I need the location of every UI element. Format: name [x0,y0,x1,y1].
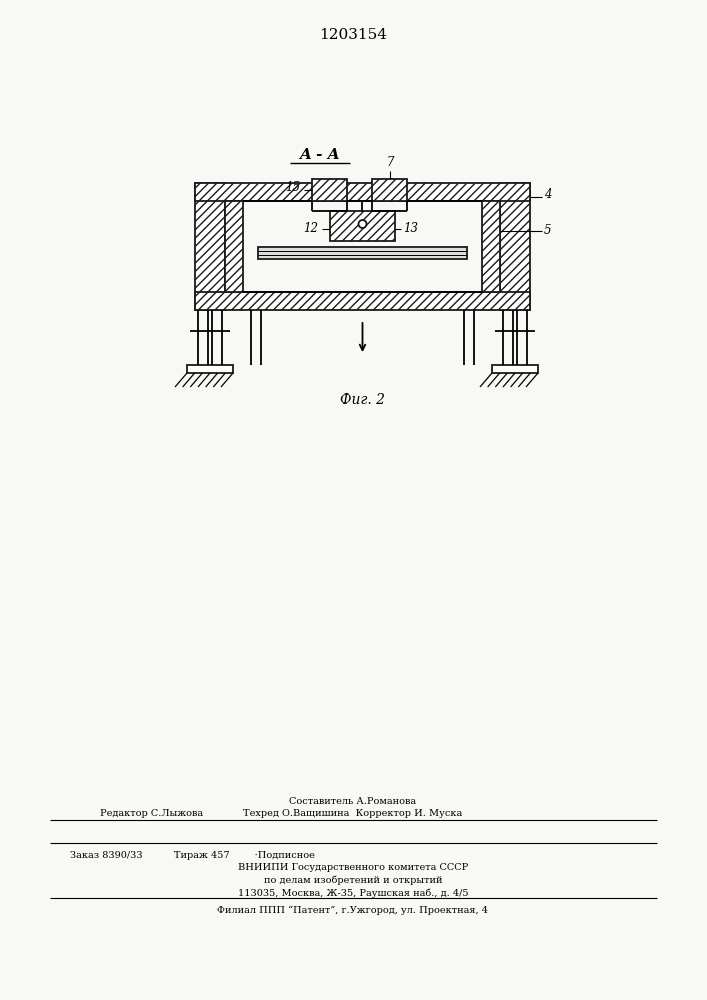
Text: 12: 12 [303,223,318,235]
Text: 1203154: 1203154 [319,28,387,42]
Text: 15: 15 [286,181,300,194]
Bar [482,201,500,292]
Bar [500,183,530,310]
Bar [373,179,407,201]
Text: Филиал ППП “Патент”, г.Ужгород, ул. Проектная, 4: Филиал ППП “Патент”, г.Ужгород, ул. Прое… [218,905,489,915]
Bar [225,201,243,292]
Bar [330,211,395,241]
Text: A - A: A - A [300,148,340,162]
Bar [492,365,538,373]
Text: 5: 5 [544,225,551,237]
Bar [195,183,530,201]
Bar [258,247,467,259]
Text: Заказ 8390/33          Тираж 457        ·Подписное: Заказ 8390/33 Тираж 457 ·Подписное [70,850,315,859]
Text: Фиг. 2: Фиг. 2 [340,393,385,407]
Text: ВНИИПИ Государственного комитета СССР: ВНИИПИ Государственного комитета СССР [238,862,468,871]
Bar [195,183,225,310]
Text: Составитель А.Романова: Составитель А.Романова [289,798,416,806]
Text: 4: 4 [544,188,551,202]
Text: Техред О.Ващишина  Корректор И. Муска: Техред О.Ващишина Корректор И. Муска [243,810,462,818]
Bar [312,179,348,201]
Circle shape [358,220,366,228]
Text: 13: 13 [403,223,418,235]
Text: Редактор С.Лыжова: Редактор С.Лыжова [100,810,203,818]
Text: 7: 7 [386,156,394,169]
Bar [195,292,530,310]
Text: по делам изобретений и открытий: по делам изобретений и открытий [264,875,443,885]
Bar [187,365,233,373]
Text: 113035, Москва, Ж-35, Раушская наб., д. 4/5: 113035, Москва, Ж-35, Раушская наб., д. … [238,888,468,898]
